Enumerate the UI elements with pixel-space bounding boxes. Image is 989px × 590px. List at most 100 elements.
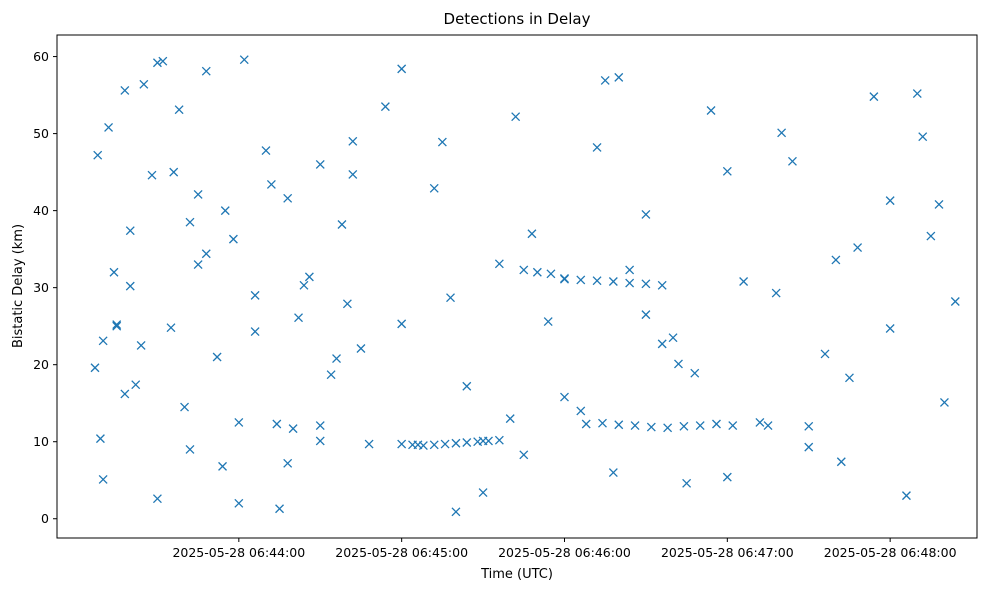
- data-point: [299, 280, 309, 290]
- y-tick-label: 30: [33, 280, 49, 295]
- data-point: [706, 106, 716, 115]
- data-point: [901, 491, 911, 501]
- data-point: [95, 434, 105, 444]
- data-point: [356, 344, 366, 353]
- data-point: [272, 419, 282, 429]
- data-point: [234, 498, 244, 508]
- chart-title: Detections in Delay: [444, 10, 591, 28]
- data-point: [174, 105, 184, 115]
- data-point: [950, 297, 960, 306]
- data-point: [212, 352, 222, 362]
- data-point: [451, 438, 461, 448]
- data-point: [462, 381, 472, 391]
- data-point: [342, 299, 352, 309]
- data-point: [885, 324, 895, 333]
- data-point: [885, 196, 895, 206]
- data-point: [630, 421, 640, 430]
- data-point: [598, 418, 607, 428]
- data-points: [90, 55, 960, 517]
- data-point: [641, 210, 651, 219]
- data-point: [532, 267, 542, 277]
- data-point: [326, 370, 336, 380]
- data-point: [348, 169, 358, 179]
- data-point: [93, 150, 103, 160]
- data-point: [429, 183, 439, 193]
- data-point: [180, 402, 190, 412]
- data-point: [600, 75, 610, 85]
- data-point: [695, 421, 705, 430]
- data-point: [918, 132, 928, 142]
- data-point: [418, 441, 428, 451]
- data-point: [234, 417, 244, 427]
- data-point: [408, 440, 417, 450]
- data-point: [147, 170, 157, 180]
- data-point: [185, 217, 195, 227]
- y-tick-label: 60: [33, 49, 49, 64]
- data-point: [152, 58, 162, 68]
- data-point: [250, 327, 260, 337]
- y-axis: 0 10 20 30 40 50 60: [33, 49, 57, 526]
- x-tick-label: 2025-05-28 06:46:00: [498, 545, 631, 560]
- data-point: [348, 136, 358, 146]
- data-point: [755, 417, 765, 427]
- data-point: [451, 507, 461, 517]
- data-point: [112, 320, 122, 330]
- data-point: [576, 275, 586, 285]
- data-point: [201, 249, 211, 259]
- x-axis-label: Time (UTC): [480, 567, 553, 582]
- data-point: [429, 440, 439, 450]
- data-point: [98, 336, 108, 346]
- data-point: [771, 288, 781, 298]
- data-point: [446, 293, 455, 303]
- data-point: [283, 193, 293, 203]
- y-tick-label: 10: [33, 434, 49, 449]
- data-point: [641, 279, 651, 289]
- data-point: [804, 442, 814, 452]
- data-point: [934, 200, 944, 209]
- data-point: [581, 419, 591, 429]
- data-point: [926, 231, 936, 241]
- data-point: [836, 457, 846, 467]
- data-point: [125, 281, 135, 291]
- data-point: [844, 373, 854, 383]
- data-point: [250, 290, 260, 300]
- data-point: [777, 128, 787, 138]
- data-point: [220, 206, 230, 216]
- data-point: [158, 56, 168, 66]
- data-point: [728, 421, 738, 430]
- data-point: [288, 424, 298, 434]
- data-point: [625, 278, 635, 288]
- data-point: [939, 397, 949, 407]
- data-point: [690, 368, 700, 378]
- data-point: [478, 488, 488, 498]
- data-point: [527, 229, 537, 239]
- x-axis: 2025-05-28 06:44:00 2025-05-28 06:45:00 20…: [172, 538, 957, 560]
- data-point: [397, 64, 407, 74]
- data-point: [98, 474, 108, 484]
- data-point: [131, 380, 141, 390]
- data-point: [315, 421, 325, 430]
- data-point: [315, 436, 325, 446]
- data-point: [641, 310, 651, 320]
- data-point: [657, 339, 667, 349]
- data-point: [201, 66, 211, 76]
- data-point: [169, 167, 179, 177]
- data-point: [473, 437, 483, 447]
- y-tick-label: 40: [33, 203, 49, 218]
- data-point: [437, 137, 447, 147]
- data-point: [380, 102, 390, 112]
- data-point: [657, 280, 667, 290]
- data-point: [136, 340, 146, 350]
- data-point: [275, 504, 284, 514]
- data-point: [494, 435, 504, 445]
- data-point: [592, 276, 602, 286]
- data-point: [397, 319, 407, 329]
- data-point: [869, 92, 879, 102]
- data-point: [152, 494, 162, 504]
- x-tick-label: 2025-05-28 06:44:00: [172, 545, 305, 560]
- data-point: [218, 461, 228, 471]
- data-point: [576, 406, 586, 416]
- data-point: [304, 272, 314, 282]
- data-point: [831, 255, 841, 265]
